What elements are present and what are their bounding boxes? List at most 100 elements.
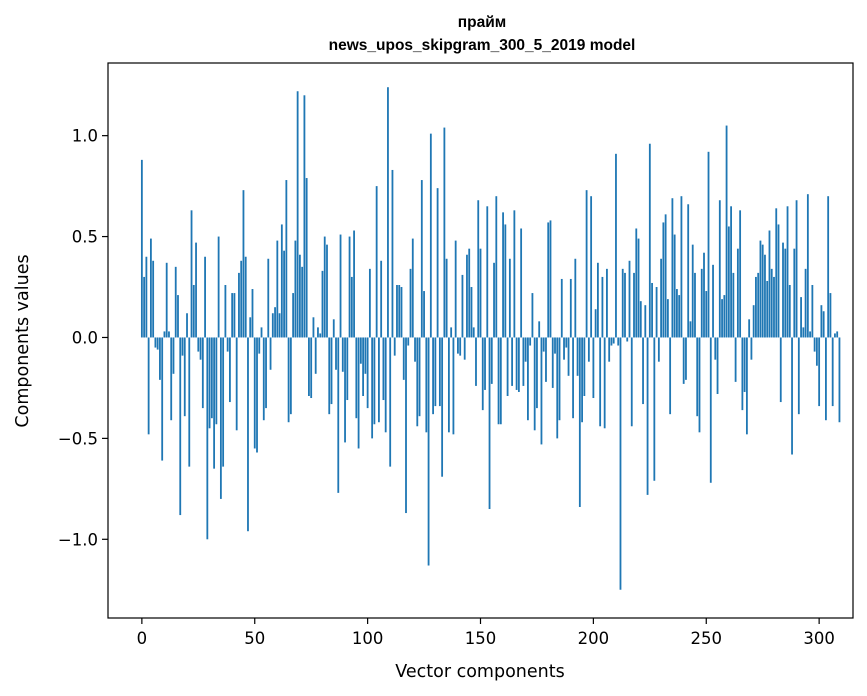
bar-7 [156,337,159,350]
bar-74 [308,337,310,396]
bar-170 [524,337,527,362]
bar-104 [375,186,378,338]
bar-47 [247,337,249,532]
bar-60 [276,240,279,338]
bar-97 [359,337,362,364]
bar-122 [416,337,419,427]
bar-281 [775,208,778,338]
bar-6 [154,337,157,348]
bar-161 [504,224,507,338]
bar-98 [362,337,365,396]
bar-193 [576,337,579,376]
bar-189 [567,337,570,376]
bar-3 [147,337,150,435]
bar-274 [759,240,762,338]
bar-165 [513,210,516,338]
bar-300 [818,337,821,407]
bar-151 [481,337,484,411]
y-tick-label: 0.0 [72,328,98,347]
bar-188 [565,337,568,348]
bar-289 [793,248,796,338]
bar-90 [344,337,346,443]
bar-202 [596,262,599,338]
bar-236 [673,234,676,338]
bar-41 [233,293,236,338]
bar-175 [536,337,538,409]
bar-198 [587,337,590,362]
bar-13 [170,337,173,421]
bar-57 [269,337,272,370]
bar-245 [694,272,696,338]
bar-23 [192,285,195,338]
bar-40 [231,293,234,338]
bar-53 [260,327,263,338]
bar-75 [310,337,313,399]
bar-263 [734,337,737,382]
bar-296 [809,331,812,338]
bar-91 [346,337,349,401]
bar-116 [402,337,405,380]
x-axis: 0 50 100 150 200 250 300 [137,618,835,648]
bar-5 [152,260,155,338]
bar-285 [784,248,787,338]
bar-262 [732,272,735,338]
bar-35 [219,337,222,499]
bar-239 [680,196,683,338]
bar-77 [314,337,317,374]
bar-92 [348,236,351,338]
bar-68 [294,240,297,338]
bar-271 [752,305,755,338]
x-axis-label: Vector components [395,662,564,682]
bar-207 [608,337,611,362]
bar-302 [822,311,825,338]
bar-196 [583,337,586,396]
bar-255 [716,337,719,394]
bar-303 [825,337,827,421]
bar-46 [244,256,247,338]
bar-212 [619,337,622,590]
bar-227 [653,337,656,481]
bar-9 [161,337,164,461]
bar-306 [831,337,834,407]
x-tick-label: 200 [578,629,610,648]
bar-231 [662,222,665,338]
bar-223 [644,305,647,338]
bar-237 [676,289,678,338]
bar-45 [242,190,245,338]
bar-132 [438,337,441,407]
bar-250 [705,291,708,338]
bar-269 [748,319,751,338]
bar-173 [531,293,534,338]
bar-10 [163,331,166,338]
bar-144 [466,254,468,338]
bar-217 [630,337,633,427]
bar-243 [689,321,692,338]
bar-16 [177,295,179,338]
bar-85 [332,319,335,338]
bar-308 [836,331,839,338]
bar-290 [795,200,798,338]
bar-103 [373,337,376,425]
bar-218 [633,272,635,338]
bar-248 [700,268,703,338]
bar-206 [606,268,608,338]
bar-253 [712,264,714,338]
bar-80 [321,270,324,338]
bar-159 [499,337,502,425]
bar-153 [486,206,489,338]
bar-134 [443,127,446,338]
bar-86 [335,337,337,370]
bar-17 [179,337,182,516]
bar-133 [441,337,444,477]
bar-29 [206,337,209,540]
bar-279 [770,268,773,338]
bars-group [140,87,841,590]
bar-192 [574,258,577,338]
bar-39 [229,337,231,403]
bar-8 [159,337,161,380]
bar-283 [779,337,782,403]
bar-166 [515,337,518,390]
bar-195 [581,337,583,423]
bar-79 [319,333,322,338]
bar-32 [213,337,216,469]
